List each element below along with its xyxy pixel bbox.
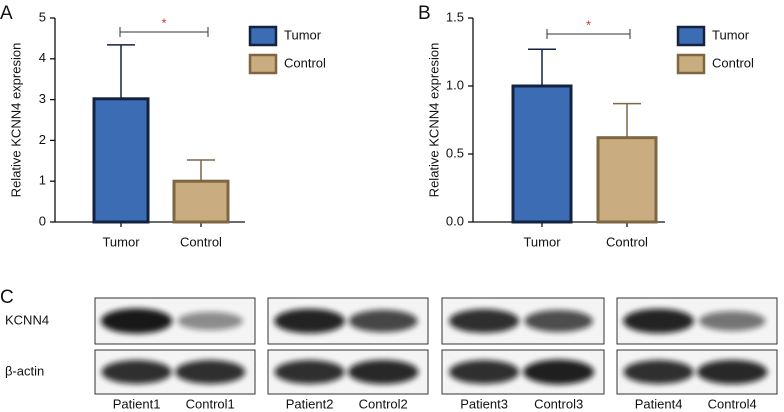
- x-tick-label: Tumor: [523, 234, 561, 249]
- y-tick-label: 0.0: [446, 213, 464, 228]
- panel-label: C: [0, 287, 14, 308]
- legend-swatch: [248, 53, 278, 75]
- blot-band: [347, 359, 419, 385]
- panel-label: A: [0, 3, 13, 24]
- y-axis-label: Relative KCNN4 expresion: [8, 43, 23, 198]
- y-tick-label: 0.5: [446, 145, 464, 160]
- y-tick-label: 1: [39, 173, 46, 188]
- blot-band: [623, 308, 694, 334]
- lane-label: Control2: [359, 396, 408, 411]
- blot-band: [274, 308, 345, 334]
- lane-label: Patient1: [113, 396, 161, 411]
- blot-band: [623, 360, 694, 384]
- legend-label: Control: [712, 55, 754, 70]
- lane-label: Patient4: [635, 396, 683, 411]
- blot-band: [524, 309, 593, 333]
- legend-swatch: [676, 25, 706, 47]
- legend-label: Tumor: [712, 27, 750, 42]
- x-tick-label: Control: [180, 234, 222, 249]
- legend-swatch: [248, 25, 278, 47]
- blot-band: [523, 359, 595, 385]
- bar: [172, 179, 230, 224]
- y-tick-label: 0: [39, 213, 46, 228]
- bar: [596, 136, 658, 224]
- panel-label: B: [418, 3, 431, 24]
- bar: [511, 84, 573, 224]
- y-tick-label: 2: [39, 132, 46, 147]
- row-label: KCNN4: [5, 312, 49, 327]
- y-tick-label: 4: [39, 50, 46, 65]
- significance-star: *: [161, 15, 166, 30]
- blot-band: [274, 360, 345, 384]
- blot-band: [100, 308, 173, 334]
- lane-label: Control3: [534, 396, 583, 411]
- y-tick-label: 5: [39, 9, 46, 24]
- blot-band: [696, 359, 768, 385]
- lane-label: Control4: [708, 396, 757, 411]
- lane-label: Control1: [186, 396, 235, 411]
- blot-band: [449, 360, 520, 384]
- x-tick-label: Control: [606, 234, 648, 249]
- y-tick-label: 1.0: [446, 77, 464, 92]
- legend-label: Control: [284, 55, 326, 70]
- blot-band: [449, 309, 520, 333]
- y-tick-label: 3: [39, 91, 46, 106]
- y-tick-label: 1.5: [446, 9, 464, 24]
- significance-star: *: [586, 17, 591, 32]
- lane-label: Patient3: [460, 396, 508, 411]
- lane-label: Patient2: [286, 396, 334, 411]
- row-label: β-actin: [5, 363, 44, 378]
- blot-band: [177, 311, 243, 331]
- x-tick-label: Tumor: [102, 234, 140, 249]
- blot-band: [698, 311, 766, 331]
- bar: [92, 97, 150, 224]
- legend-label: Tumor: [284, 27, 322, 42]
- blot-band: [101, 360, 172, 384]
- blot-band: [348, 309, 418, 333]
- blot-band: [175, 360, 246, 384]
- y-axis-label: Relative KCNN4 expresion: [426, 43, 441, 198]
- legend-swatch: [676, 53, 706, 75]
